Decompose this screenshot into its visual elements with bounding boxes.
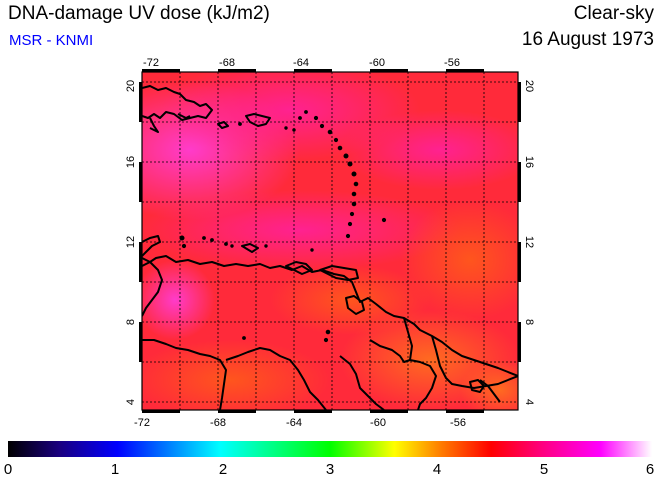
lon-tick-top: -68 (219, 57, 235, 69)
lat-tick-right: 20 (523, 80, 535, 92)
lon-tick-top: -60 (369, 57, 385, 69)
lon-tick-bottom: -60 (370, 417, 386, 429)
colorbar (8, 441, 652, 457)
colorbar-tick-label: 3 (326, 461, 334, 478)
colorbar-tick-label: 1 (111, 461, 119, 478)
lat-tick-left: 16 (125, 156, 137, 168)
source-label: MSR - KNMI (9, 32, 94, 49)
lon-tick-bottom: -56 (450, 417, 466, 429)
lat-tick-right: 16 (523, 156, 535, 168)
colorbar-tick-label: 5 (540, 461, 548, 478)
date-label: 16 August 1973 (521, 29, 654, 50)
colorbar-tick-label: 0 (4, 461, 12, 478)
colorbar-tick-label: 2 (219, 461, 227, 478)
small-islands (179, 110, 387, 343)
map-title: DNA-damage UV dose (kJ/m2) (8, 3, 270, 24)
lat-tick-left: 20 (125, 80, 137, 92)
lat-tick-right: 4 (523, 399, 535, 405)
map-border-scale (139, 69, 521, 413)
lat-tick-left: 4 (125, 399, 137, 405)
lat-tick-right: 12 (523, 236, 535, 248)
colorbar-tick-label: 6 (646, 461, 654, 478)
lon-tick-top: -64 (293, 57, 309, 69)
sky-condition-label: Clear-sky (573, 3, 654, 24)
lon-tick-bottom: -64 (286, 417, 302, 429)
lon-tick-bottom: -72 (134, 417, 150, 429)
lon-tick-top: -72 (143, 57, 159, 69)
lat-tick-right: 8 (523, 319, 535, 325)
uv-dose-field (142, 72, 518, 410)
lat-tick-left: 8 (125, 319, 137, 325)
lon-tick-top: -56 (444, 57, 460, 69)
lon-tick-bottom: -68 (210, 417, 226, 429)
colorbar-tick-label: 4 (433, 461, 441, 478)
lat-tick-left: 12 (125, 236, 137, 248)
coastlines (142, 85, 518, 410)
